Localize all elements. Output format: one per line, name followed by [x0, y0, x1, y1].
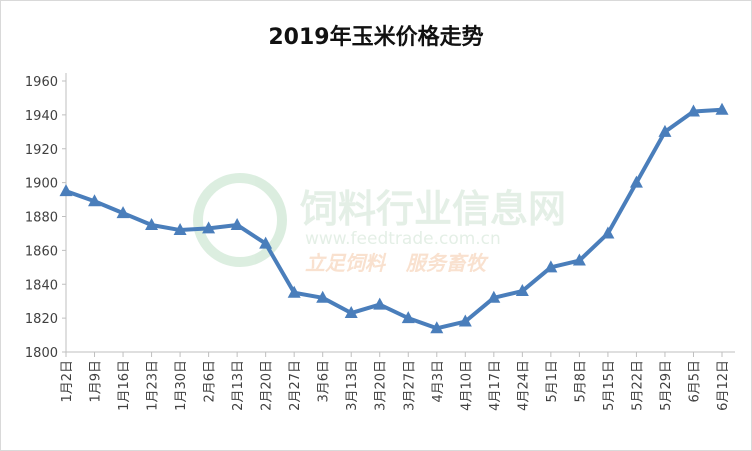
- x-tick-label: 4月17日: [488, 360, 503, 411]
- marker: [658, 124, 672, 137]
- x-tick-label: 3月6日: [317, 360, 332, 403]
- marker: [487, 290, 501, 303]
- marker: [145, 217, 159, 230]
- watermark: 饲料行业信息网 www.feedtrade.com.cn 立足饲料 服务畜牧: [193, 173, 566, 275]
- x-tick-label: 5月1日: [545, 360, 560, 403]
- marker: [373, 297, 387, 310]
- watermark-logo: [193, 173, 287, 267]
- x-tick-label: 1月30日: [174, 360, 189, 411]
- x-tick-label: 1月2日: [60, 360, 75, 403]
- y-tick-label: 1860: [25, 244, 58, 259]
- x-tick-label: 5月15日: [602, 360, 617, 411]
- marker: [458, 314, 472, 327]
- watermark-name: 饲料行业信息网: [300, 187, 566, 231]
- chart-title: 2019年玉米价格走势: [268, 24, 483, 50]
- x-tick-label: 2月20日: [260, 360, 275, 411]
- x-tick-label: 3月27日: [402, 360, 417, 411]
- y-tick-label: 1800: [25, 346, 58, 361]
- marker: [515, 284, 529, 297]
- watermark-url: www.feedtrade.com.cn: [305, 229, 501, 249]
- marker: [601, 226, 615, 239]
- x-tick-label: 4月3日: [431, 360, 446, 403]
- y-tick-label: 1900: [25, 177, 58, 192]
- x-tick-label: 6月5日: [687, 360, 702, 403]
- x-tick-label: 2月13日: [231, 360, 246, 411]
- y-tick-label: 1820: [25, 312, 58, 327]
- marker: [430, 321, 444, 334]
- marker: [686, 104, 700, 117]
- marker: [88, 194, 102, 207]
- x-tick-label: 2月27日: [288, 360, 303, 411]
- x-tick-label: 1月16日: [117, 360, 132, 411]
- marker: [287, 285, 301, 298]
- marker: [202, 221, 216, 234]
- watermark-slogan: 立足饲料 服务畜牧: [305, 251, 489, 275]
- y-tick-label: 1940: [25, 109, 58, 124]
- marker: [544, 260, 558, 273]
- x-tick-label: 1月23日: [146, 360, 161, 411]
- x-tick-label: 3月13日: [345, 360, 360, 411]
- x-tick-label: 3月20日: [374, 360, 389, 411]
- x-tick-label: 4月24日: [516, 360, 531, 411]
- marker: [401, 311, 415, 324]
- marker: [715, 102, 729, 115]
- x-tick-label: 4月10日: [459, 360, 474, 411]
- marker: [230, 217, 244, 230]
- x-tick-label: 5月22日: [630, 360, 645, 411]
- marker: [316, 290, 330, 303]
- y-tick-label: 1840: [25, 278, 58, 293]
- marker: [173, 223, 187, 236]
- marker: [572, 253, 586, 266]
- marker: [59, 184, 73, 197]
- marker: [116, 206, 130, 219]
- x-tick-label: 5月29日: [659, 360, 674, 411]
- x-tick-label: 1月9日: [89, 360, 104, 403]
- x-tick-label: 5月8日: [573, 360, 588, 403]
- y-tick-label: 1960: [25, 75, 58, 90]
- y-tick-label: 1920: [25, 143, 58, 158]
- x-tick-label: 2月6日: [203, 360, 218, 403]
- marker: [259, 236, 273, 249]
- series-line: [65, 107, 723, 331]
- marker: [344, 306, 358, 319]
- marker: [629, 175, 643, 188]
- y-tick-label: 1880: [25, 211, 58, 226]
- x-tick-label: 6月12日: [716, 360, 731, 411]
